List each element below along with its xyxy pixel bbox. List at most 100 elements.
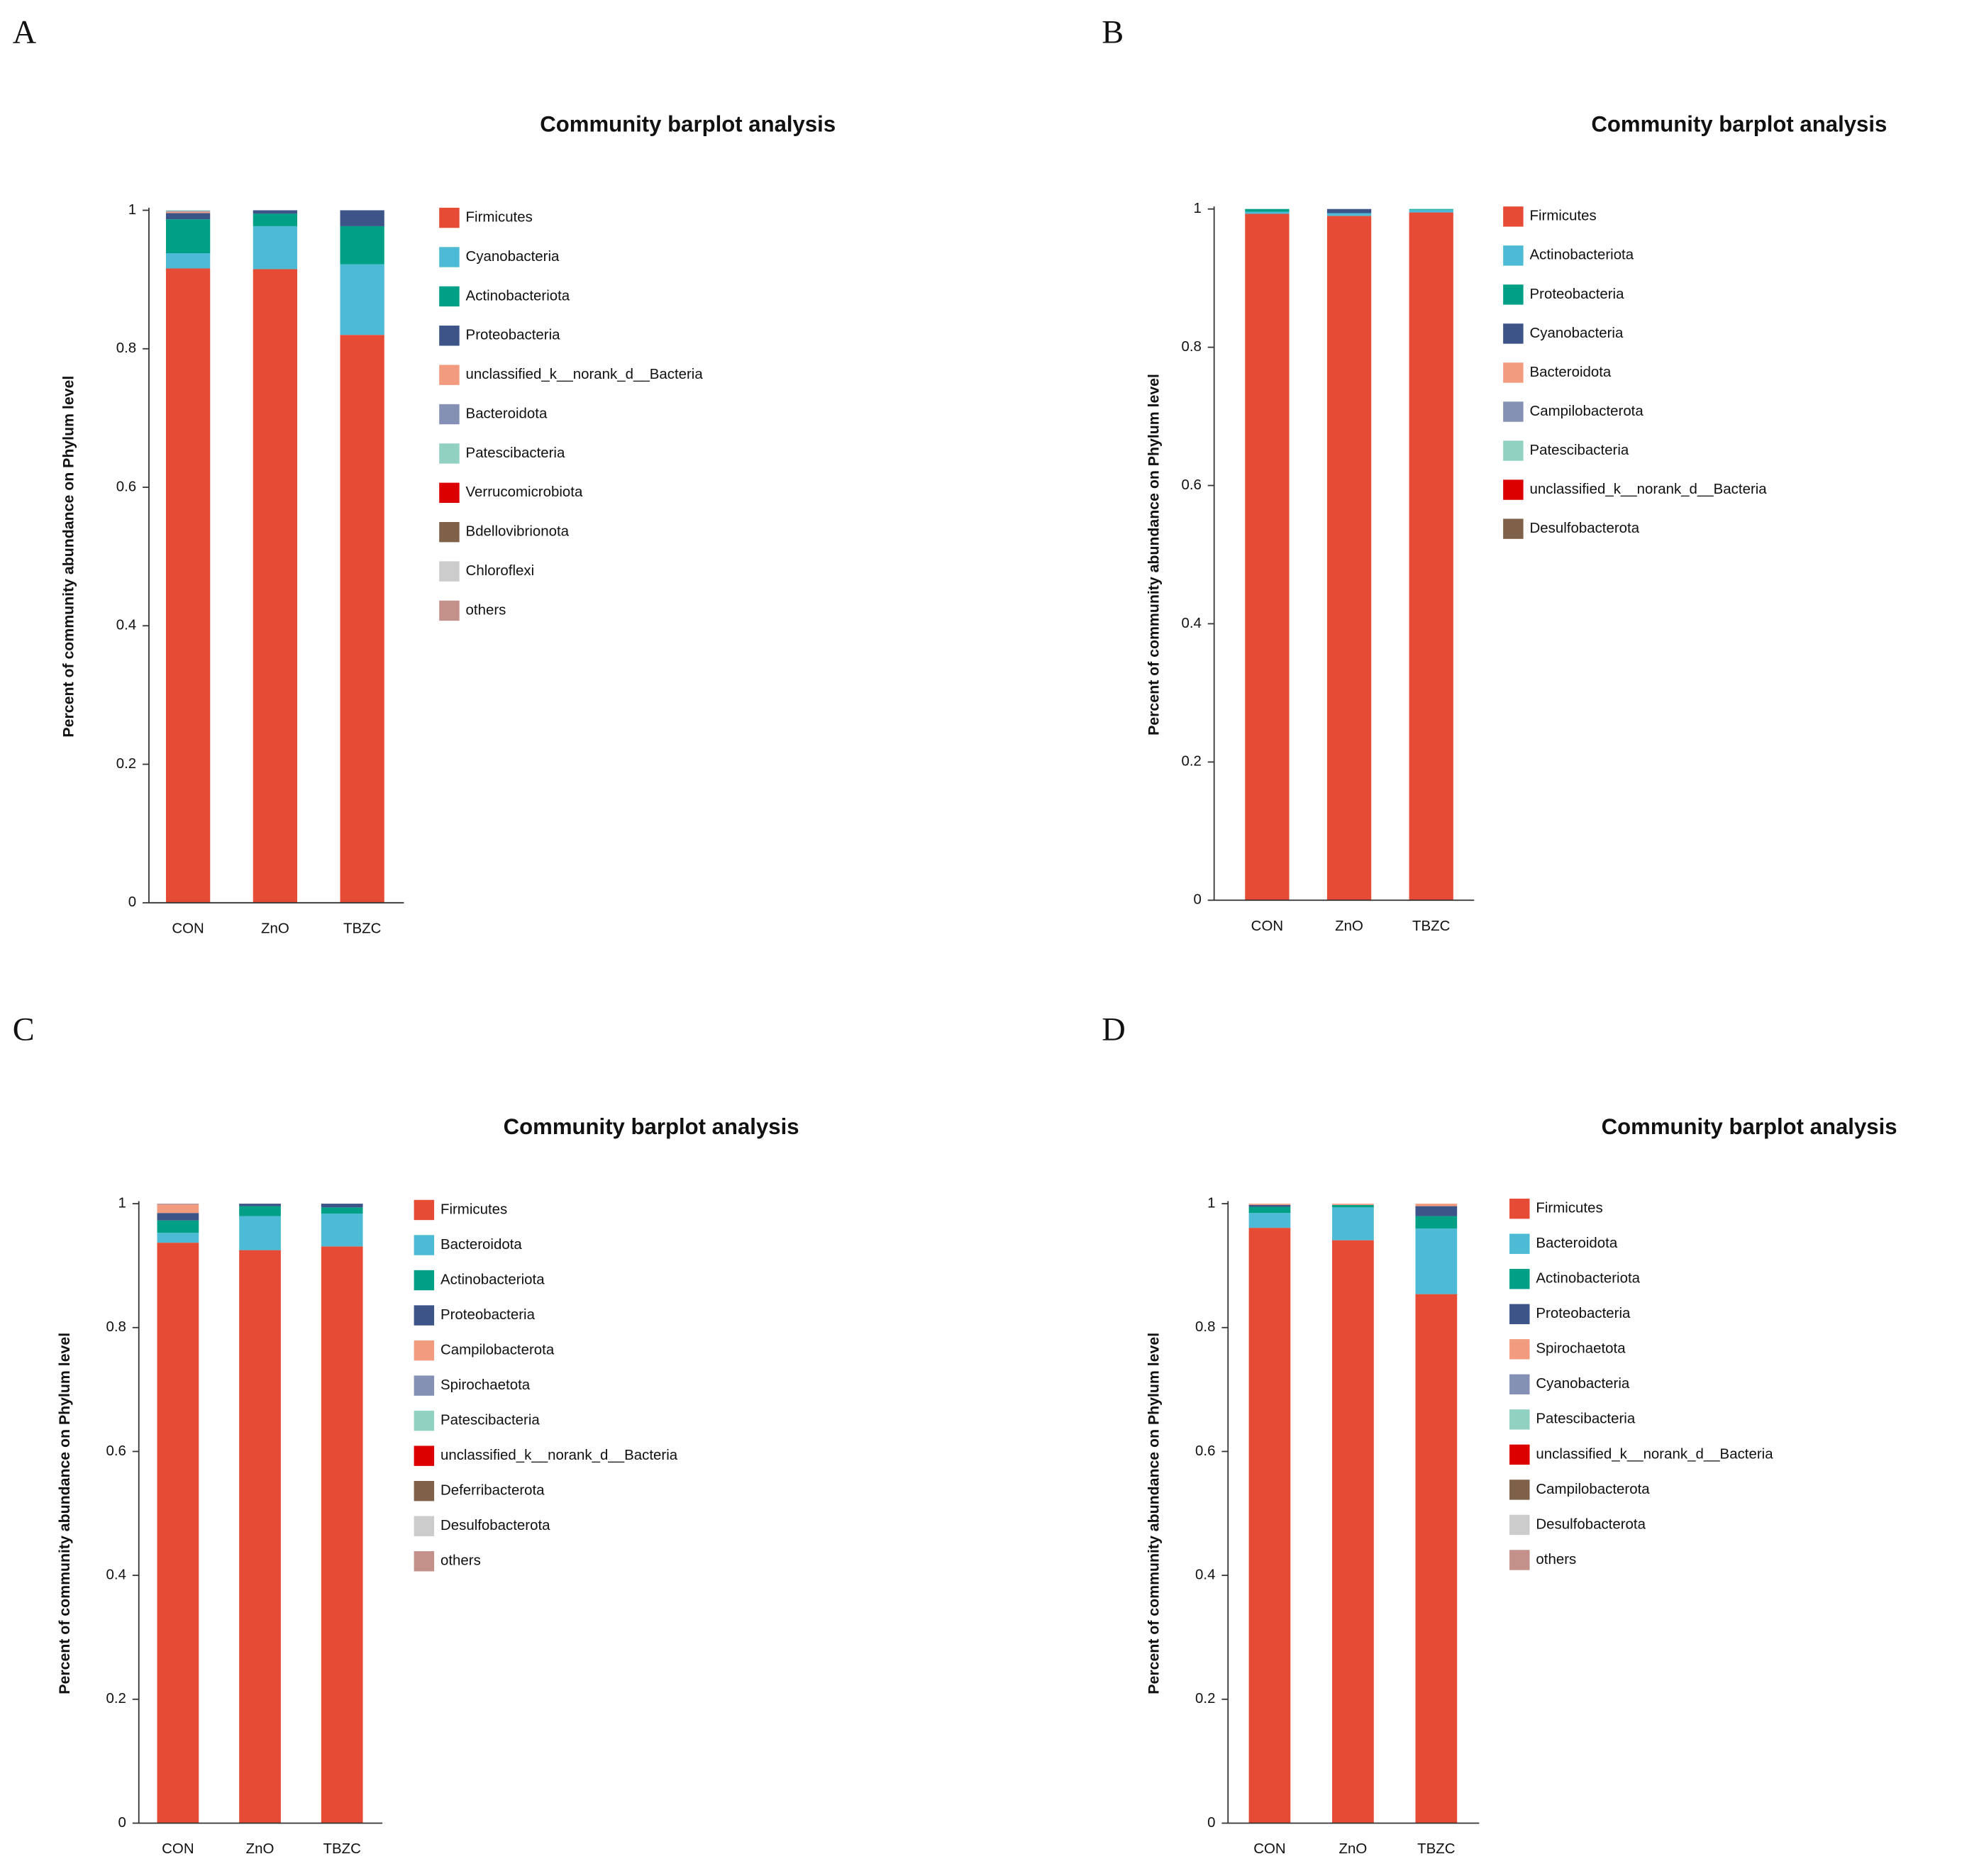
legend-label: Chloroflexi	[466, 563, 535, 579]
legend-swatch	[1509, 1514, 1530, 1536]
bar-segment	[1248, 1228, 1291, 1824]
y-tick-label: 0	[1207, 1815, 1215, 1831]
y-tick-label: 0.6	[116, 479, 136, 494]
bar-segment	[321, 1207, 363, 1214]
bar-segment	[165, 211, 211, 213]
y-tick-label: 0.2	[1181, 754, 1201, 770]
panel: C Community barplot analysis Percent of co…	[13, 1011, 799, 1857]
y-tick-label: 1	[1194, 201, 1202, 216]
legend-swatch	[414, 1375, 435, 1396]
y-tick-label: 0.4	[1195, 1567, 1215, 1583]
legend-label: Actinobacteriota	[1536, 1271, 1640, 1287]
bar-segment	[1245, 213, 1290, 901]
bar-segment	[157, 1243, 199, 1824]
legend-label: unclassified_k__norank_d__Bacteria	[1530, 482, 1768, 497]
legend-swatch	[1503, 245, 1524, 266]
legend-label: Firmicutes	[1530, 209, 1597, 224]
bar-segment	[165, 213, 211, 220]
bar-segment	[1415, 1216, 1458, 1229]
legend-label: Spirochaetota	[1536, 1341, 1626, 1357]
x-tick-label: ZnO	[246, 1841, 275, 1857]
legend-swatch	[414, 1199, 435, 1221]
legend-label: Bacteroidota	[466, 406, 548, 421]
legend-swatch	[439, 404, 460, 425]
y-axis-label: Percent of community abundance on Phylum…	[1146, 1333, 1163, 1694]
legend-label: Cyanobacteria	[1536, 1376, 1629, 1392]
bar-segment	[157, 1213, 199, 1221]
legend-label: Bdellovibrionota	[466, 524, 570, 540]
bar-segment	[321, 1246, 363, 1824]
y-tick-label: 0.8	[106, 1319, 126, 1335]
bar-segment	[321, 1214, 363, 1247]
legend-label: Firmicutes	[440, 1201, 507, 1217]
legend-swatch	[1503, 479, 1524, 500]
legend-swatch	[439, 521, 460, 543]
legend-swatch	[1509, 1304, 1530, 1324]
legend-label: Actinobacteriota	[1530, 248, 1634, 263]
chart-title: Community barplot analysis	[504, 1114, 799, 1139]
legend-label: Proteobacteria	[1530, 287, 1625, 302]
bar-segment	[239, 1206, 281, 1216]
legend-swatch	[1509, 1444, 1530, 1465]
legend-swatch	[414, 1270, 435, 1291]
x-tick-label: TBZC	[343, 921, 381, 937]
y-tick-label: 0.4	[1181, 616, 1201, 631]
x-tick-label: CON	[1253, 1841, 1285, 1857]
y-tick-label: 1	[1207, 1195, 1215, 1211]
y-axis-label: Percent of community abundance on Phylum…	[56, 1333, 73, 1694]
x-tick-label: ZnO	[1335, 918, 1363, 934]
legend-label: others	[466, 602, 506, 618]
y-tick-label: 0	[128, 894, 136, 910]
legend-label: Verrucomicrobiota	[466, 484, 583, 500]
legend-label: Patescibacteria	[466, 445, 565, 461]
bar-segment	[1415, 1228, 1458, 1294]
legend-swatch	[414, 1340, 435, 1361]
bar-segment	[253, 213, 298, 226]
legend-swatch	[414, 1480, 435, 1502]
bar-segment	[340, 210, 384, 226]
x-tick-label: TBZC	[1412, 918, 1450, 934]
legend-label: Bacteroidota	[440, 1237, 522, 1253]
legend-label: unclassified_k__norank_d__Bacteria	[440, 1448, 678, 1463]
legend-label: Cyanobacteria	[466, 249, 560, 265]
bar-segment	[1248, 1204, 1291, 1205]
legend-swatch	[1503, 440, 1524, 461]
bar-segment	[1248, 1204, 1291, 1207]
legend-swatch	[439, 443, 460, 464]
figure-body: A Community barplot analysis Percent of co…	[13, 13, 1897, 1857]
legend-label: Spirochaetota	[440, 1377, 531, 1393]
bar-segment	[1326, 209, 1372, 213]
bar-segment	[1409, 212, 1453, 901]
bar-segment	[1332, 1204, 1374, 1205]
y-tick-label: 0.2	[1195, 1691, 1215, 1706]
legend-label: Patescibacteria	[440, 1413, 540, 1428]
legend-swatch	[1509, 1269, 1530, 1289]
bar-segment	[239, 1204, 281, 1206]
legend-swatch	[1503, 323, 1524, 344]
panel-label: A	[13, 13, 37, 50]
legend-swatch	[1509, 1374, 1530, 1395]
legend-label: Proteobacteria	[1536, 1306, 1631, 1321]
bar-segment	[253, 226, 298, 270]
legend-swatch	[414, 1305, 435, 1326]
legend-label: Patescibacteria	[1536, 1411, 1635, 1427]
legend-swatch	[1503, 284, 1524, 305]
legend-label: others	[440, 1553, 481, 1569]
legend-label: Proteobacteria	[466, 328, 561, 343]
x-tick-label: ZnO	[1339, 1841, 1368, 1857]
legend-label: Firmicutes	[1536, 1201, 1602, 1216]
legend-swatch	[414, 1516, 435, 1536]
bar-segment	[165, 268, 211, 903]
y-tick-label: 0.4	[116, 618, 136, 633]
legend-label: Firmicutes	[466, 210, 533, 226]
bar-segment	[1326, 213, 1372, 216]
legend-label: Desulfobacterota	[1530, 521, 1640, 536]
x-tick-label: TBZC	[323, 1841, 360, 1857]
legend-swatch	[1503, 518, 1524, 539]
x-tick-label: CON	[162, 1841, 194, 1857]
bar-segment	[1326, 216, 1372, 901]
bar-segment	[239, 1250, 281, 1824]
legend-label: Actinobacteriota	[466, 288, 570, 304]
legend-swatch	[1509, 1198, 1530, 1219]
